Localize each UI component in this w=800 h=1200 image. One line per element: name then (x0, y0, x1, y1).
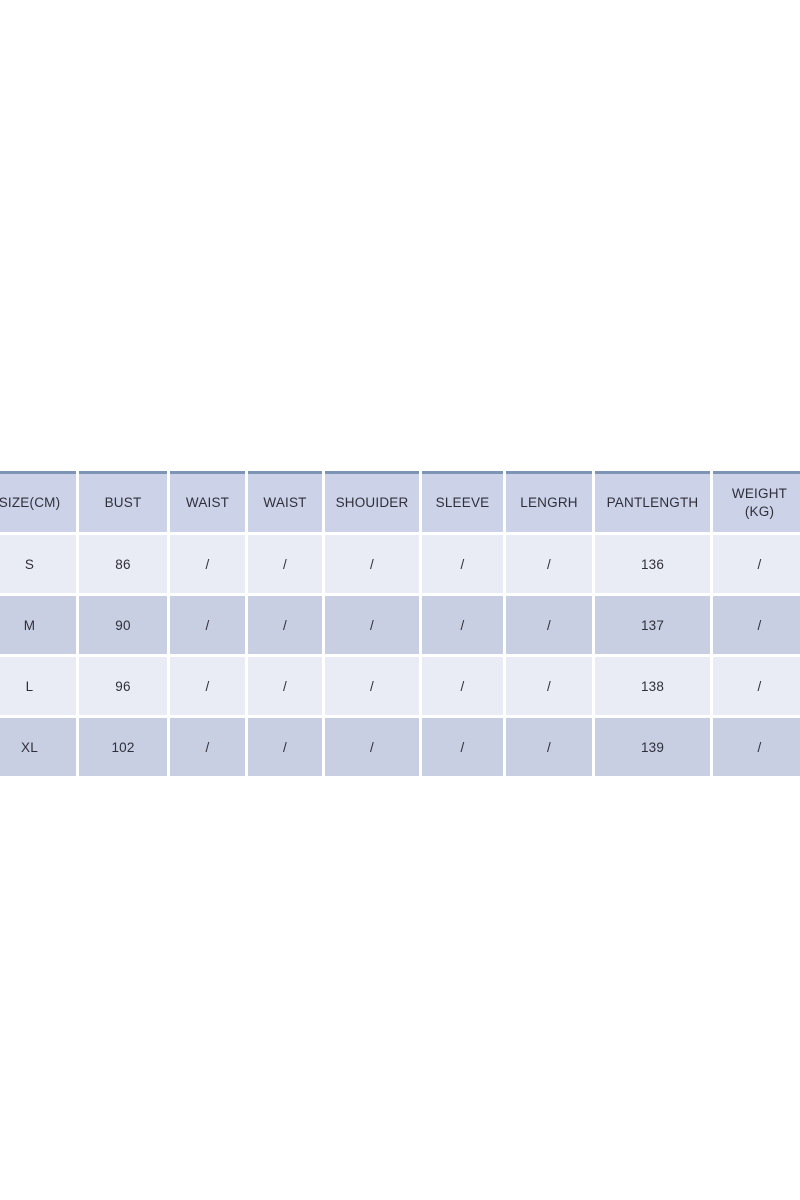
value-cell: / (325, 718, 419, 776)
value-cell: / (506, 657, 592, 715)
column-header-weight: WEIGHT (KG) (713, 471, 800, 532)
table-row-l: L 96 / / / / / 138 / (0, 657, 800, 715)
column-header-waist-2: WAIST (248, 471, 322, 532)
value-cell: / (713, 596, 800, 654)
value-cell: / (713, 535, 800, 593)
value-cell: / (506, 535, 592, 593)
column-header-pantlength: PANTLENGTH (595, 471, 710, 532)
value-cell: / (506, 718, 592, 776)
value-cell: / (713, 718, 800, 776)
column-header-shoulder: SHOUIDER (325, 471, 419, 532)
column-header-length: LENGRH (506, 471, 592, 532)
size-chart: SIZE(CM) BUST WAIST WAIST SHOUIDER SLEEV… (0, 468, 800, 779)
value-cell: / (248, 535, 322, 593)
table-row-s: S 86 / / / / / 136 / (0, 535, 800, 593)
value-cell: / (422, 657, 503, 715)
value-cell: / (170, 596, 245, 654)
value-cell: / (170, 718, 245, 776)
value-cell: 86 (79, 535, 167, 593)
value-cell: 136 (595, 535, 710, 593)
value-cell: / (248, 718, 322, 776)
value-cell: / (248, 657, 322, 715)
value-cell: / (325, 596, 419, 654)
size-chart-table: SIZE(CM) BUST WAIST WAIST SHOUIDER SLEEV… (0, 468, 800, 779)
value-cell: 138 (595, 657, 710, 715)
value-cell: / (248, 596, 322, 654)
value-cell: / (422, 596, 503, 654)
table-row-xl: XL 102 / / / / / 139 / (0, 718, 800, 776)
value-cell: 137 (595, 596, 710, 654)
value-cell: 90 (79, 596, 167, 654)
column-header-size: SIZE(CM) (0, 471, 76, 532)
column-header-sleeve: SLEEVE (422, 471, 503, 532)
value-cell: / (422, 535, 503, 593)
value-cell: 139 (595, 718, 710, 776)
value-cell: 102 (79, 718, 167, 776)
value-cell: / (325, 657, 419, 715)
size-cell: XL (0, 718, 76, 776)
value-cell: / (170, 657, 245, 715)
size-cell: M (0, 596, 76, 654)
header-row: SIZE(CM) BUST WAIST WAIST SHOUIDER SLEEV… (0, 471, 800, 532)
value-cell: / (325, 535, 419, 593)
column-header-bust: BUST (79, 471, 167, 532)
size-cell: S (0, 535, 76, 593)
value-cell: / (713, 657, 800, 715)
table-row-m: M 90 / / / / / 137 / (0, 596, 800, 654)
value-cell: 96 (79, 657, 167, 715)
column-header-waist-1: WAIST (170, 471, 245, 532)
size-cell: L (0, 657, 76, 715)
value-cell: / (422, 718, 503, 776)
value-cell: / (506, 596, 592, 654)
value-cell: / (170, 535, 245, 593)
